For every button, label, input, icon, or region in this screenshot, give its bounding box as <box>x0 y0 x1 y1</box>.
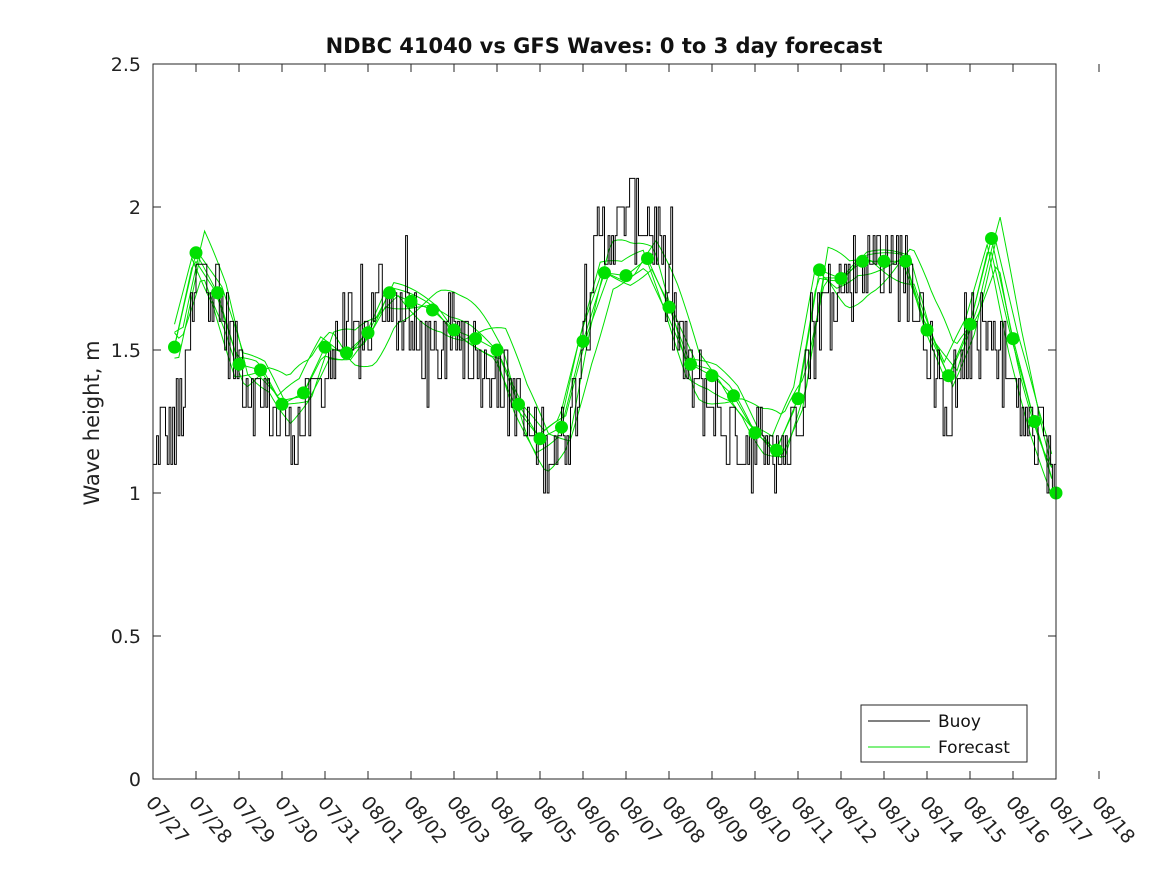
forecast-marker <box>576 334 590 348</box>
forecast-marker <box>232 357 246 371</box>
forecast-series <box>174 238 1053 479</box>
forecast-marker <box>189 246 203 260</box>
forecast-marker <box>254 363 267 377</box>
forecast-markers <box>168 232 1063 500</box>
x-tick-label: 07/29 <box>227 792 279 848</box>
axes-ticks <box>152 63 1100 780</box>
y-tick-labels: 0 0.5 1 1.5 2 2.5 <box>111 54 141 791</box>
forecast-marker <box>662 300 676 314</box>
chart-title: NDBC 41040 vs GFS Waves: 0 to 3 day fore… <box>326 34 883 58</box>
x-tick-label: 08/02 <box>399 792 451 848</box>
x-tick-label: 08/03 <box>442 792 494 848</box>
y-tick-label: 0 <box>129 769 141 791</box>
forecast-marker <box>619 269 633 283</box>
y-tick-label: 2 <box>129 197 141 219</box>
forecast-marker <box>426 303 439 317</box>
legend-buoy-label: Buoy <box>938 712 981 732</box>
forecast-marker <box>383 286 396 300</box>
x-tick-label: 08/13 <box>872 792 924 848</box>
buoy-line <box>153 177 1056 494</box>
forecast-marker <box>168 340 181 354</box>
forecast-marker <box>748 426 762 440</box>
x-tick-label: 08/15 <box>958 792 1010 848</box>
forecast-marker <box>447 323 461 337</box>
y-tick-label: 1 <box>129 483 141 505</box>
x-tick-label: 08/09 <box>700 792 752 848</box>
legend-forecast-label: Forecast <box>938 738 1010 758</box>
x-tick-label: 08/12 <box>829 792 881 848</box>
x-tick-label: 08/14 <box>915 792 967 848</box>
x-tick-label: 08/05 <box>528 792 580 848</box>
x-tick-label: 08/01 <box>356 792 408 848</box>
forecast-marker <box>963 317 977 331</box>
forecast-marker <box>555 420 568 434</box>
forecast-marker <box>856 254 869 268</box>
forecast-marker <box>1006 332 1020 346</box>
forecast-marker <box>813 263 826 277</box>
x-tick-label: 08/18 <box>1087 792 1139 848</box>
forecast-marker <box>318 340 332 354</box>
legend: Buoy Forecast <box>860 704 1028 763</box>
forecast-marker <box>770 443 783 457</box>
forecast-marker <box>469 332 482 346</box>
forecast-marker <box>404 294 418 308</box>
forecast-series <box>174 239 1053 472</box>
x-tick-label: 08/16 <box>1001 792 1053 848</box>
forecast-marker <box>727 389 740 403</box>
forecast-marker <box>512 397 525 411</box>
forecast-marker <box>340 346 353 360</box>
forecast-marker <box>834 272 848 285</box>
x-tick-label: 08/11 <box>786 792 838 848</box>
x-tick-label: 08/08 <box>657 792 709 848</box>
forecast-marker <box>490 343 504 357</box>
forecast-marker <box>942 369 955 383</box>
forecast-marker <box>533 432 547 446</box>
x-tick-label: 07/31 <box>313 792 365 848</box>
plot-frame <box>152 63 1057 780</box>
x-tick-label: 08/06 <box>571 792 623 848</box>
x-tick-label: 07/28 <box>184 792 236 848</box>
x-tick-label: 07/30 <box>270 792 322 848</box>
y-axis-label: Wave height, m <box>80 340 104 505</box>
forecast-marker <box>877 254 891 268</box>
x-tick-label: 08/07 <box>614 792 666 848</box>
x-tick-label: 08/10 <box>743 792 795 848</box>
x-tick-label: 08/04 <box>485 792 537 848</box>
forecast-marker <box>641 252 654 265</box>
forecast-marker <box>598 266 611 280</box>
forecast-series <box>174 244 1053 496</box>
y-tick-label: 1.5 <box>111 340 141 362</box>
forecast-marker <box>1028 415 1041 428</box>
forecast-marker <box>985 232 998 245</box>
forecast-marker <box>899 254 912 268</box>
legend-box <box>860 704 1028 763</box>
forecast-marker <box>275 397 289 411</box>
forecast-marker <box>791 392 805 406</box>
forecast-marker <box>705 369 719 383</box>
x-tick-label: 07/27 <box>141 792 193 848</box>
forecast-marker <box>211 286 224 300</box>
forecast-marker <box>920 323 934 337</box>
x-tick-label: 08/17 <box>1044 792 1096 848</box>
y-tick-label: 2.5 <box>111 54 141 76</box>
forecast-marker <box>297 386 310 400</box>
x-tick-labels: 07/2707/2807/2907/3007/3108/0108/0208/03… <box>141 792 1139 848</box>
buoy-series <box>153 177 1056 494</box>
forecast-marker <box>361 326 375 340</box>
y-tick-label: 0.5 <box>111 626 141 648</box>
forecast-marker <box>684 357 697 371</box>
